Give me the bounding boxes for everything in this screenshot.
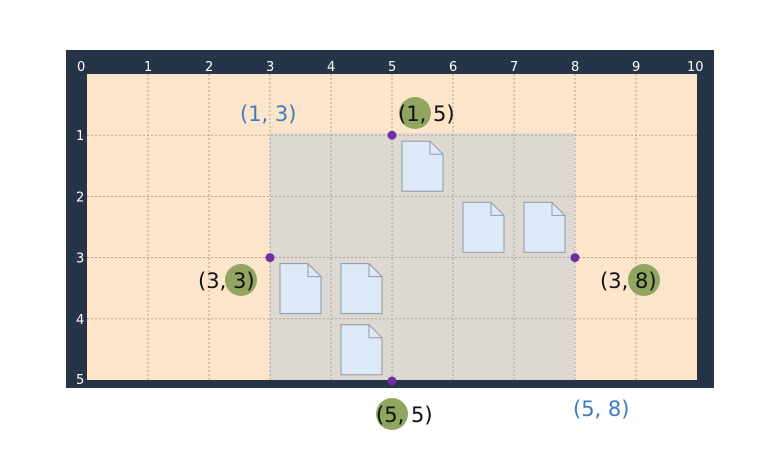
label-left-mid: (3, 3)	[198, 269, 255, 293]
document-icon	[340, 263, 383, 315]
highlight-circle-right-second	[628, 264, 660, 296]
highlight-circle-top-first	[399, 97, 431, 129]
corner-point	[265, 253, 275, 263]
label-left-mid-second: 3	[233, 269, 246, 293]
x-tick-label: 9	[632, 60, 640, 75]
y-tick-label: 2	[76, 190, 84, 205]
y-tick-label: 1	[76, 129, 84, 144]
x-tick-label: 4	[327, 60, 335, 75]
x-axis-ticks: 0 1 2 3 4 5 6 7 8 9 10	[77, 60, 704, 75]
label-bottom-mid-sep: ,	[398, 403, 411, 427]
label-top-mid-first: 1	[406, 102, 419, 126]
x-tick-label: 7	[510, 60, 518, 75]
label-left-mid-open: (	[198, 269, 206, 293]
document-icon	[340, 324, 383, 376]
label-right-mid-sep: ,	[622, 269, 635, 293]
document-icon	[462, 201, 505, 253]
x-tick-label: 3	[266, 60, 274, 75]
label-top-mid-second: 5	[433, 102, 446, 126]
x-tick-label: 5	[388, 60, 396, 75]
document-icon	[523, 201, 566, 253]
y-tick-label: 4	[76, 313, 84, 328]
document-icons	[279, 140, 566, 376]
document-icon	[279, 263, 322, 315]
corner-point	[387, 130, 397, 140]
corner-points	[265, 130, 580, 386]
x-tick-label: 8	[571, 60, 579, 75]
y-tick-label: 3	[76, 252, 84, 267]
y-axis-ticks: 1 2 3 4 5	[76, 129, 84, 388]
corner-point	[387, 376, 397, 386]
label-right-mid-first: 3	[608, 269, 621, 293]
x-tick-label: 1	[144, 60, 152, 75]
label-right-mid: (3, 8)	[600, 269, 657, 293]
label-left-mid-sep: ,	[220, 269, 233, 293]
label-left-mid-close: )	[246, 269, 254, 293]
highlight-circle-left-second	[225, 264, 257, 296]
label-top-mid-open: (	[398, 102, 406, 126]
label-right-mid-close: )	[648, 269, 656, 293]
x-tick-label: 0	[77, 60, 85, 75]
x-tick-label: 6	[449, 60, 457, 75]
corner-point	[570, 253, 580, 263]
label-bottom-right: (5, 8)	[573, 397, 629, 421]
label-left-mid-first: 3	[206, 269, 219, 293]
highlight-circle-bottom-first	[376, 398, 408, 430]
label-top-mid-sep: ,	[420, 102, 433, 126]
document-icon	[401, 140, 444, 192]
y-tick-label: 5	[76, 373, 84, 388]
x-tick-label: 2	[205, 60, 213, 75]
label-right-mid-second: 8	[635, 269, 648, 293]
label-right-mid-open: (	[600, 269, 608, 293]
label-bottom-mid-close: )	[424, 403, 432, 427]
label-bottom-mid-second: 5	[411, 403, 424, 427]
label-bottom-mid-first: 5	[384, 403, 397, 427]
label-top-left: (1, 3)	[240, 102, 296, 126]
label-top-mid-close: )	[446, 102, 454, 126]
label-bottom-mid: (5, 5)	[376, 403, 433, 427]
label-bottom-mid-open: (	[376, 403, 384, 427]
x-tick-label: 10	[687, 60, 704, 75]
label-top-mid: (1, 5)	[398, 102, 455, 126]
